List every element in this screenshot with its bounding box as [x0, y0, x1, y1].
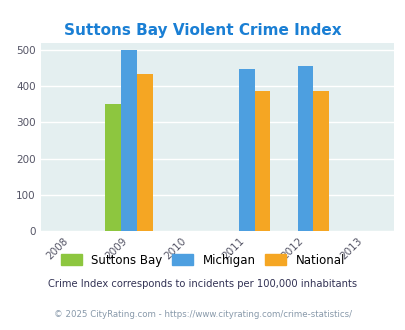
Legend: Suttons Bay, Michigan, National: Suttons Bay, Michigan, National [57, 250, 348, 270]
Bar [313, 91, 328, 231]
Text: © 2025 CityRating.com - https://www.cityrating.com/crime-statistics/: © 2025 CityRating.com - https://www.city… [54, 310, 351, 319]
Text: Crime Index corresponds to incidents per 100,000 inhabitants: Crime Index corresponds to incidents per… [48, 279, 357, 289]
Bar [238, 69, 254, 231]
Bar [121, 50, 136, 231]
Bar [297, 66, 313, 231]
Bar [254, 91, 270, 231]
Bar [105, 104, 121, 231]
Text: Suttons Bay Violent Crime Index: Suttons Bay Violent Crime Index [64, 23, 341, 38]
Bar [136, 74, 152, 231]
